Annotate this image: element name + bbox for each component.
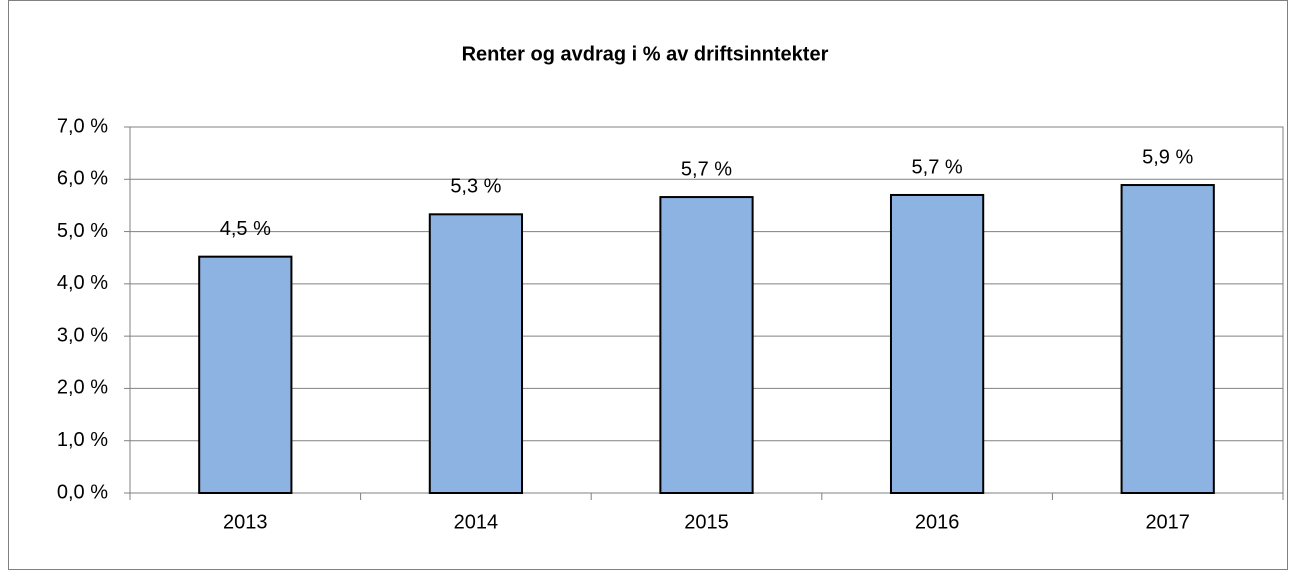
x-tick-label: 2016 — [915, 511, 960, 533]
data-label: 5,7 % — [681, 158, 732, 180]
y-tick-label: 5,0 % — [57, 220, 108, 242]
y-tick-label: 2,0 % — [57, 377, 108, 399]
data-label: 4,5 % — [220, 218, 271, 240]
bar — [659, 196, 754, 494]
x-tick-label: 2017 — [1145, 511, 1190, 533]
bar — [428, 213, 524, 494]
y-tick-label: 0,0 % — [57, 481, 108, 503]
data-label: 5,3 % — [450, 176, 501, 198]
y-tick-label: 6,0 % — [57, 168, 108, 190]
y-tick-label: 1,0 % — [57, 429, 108, 451]
x-tick-label: 2014 — [454, 511, 499, 533]
y-tick-label: 7,0 % — [57, 115, 108, 137]
y-tick-label: 4,0 % — [57, 272, 108, 294]
y-tick-label: 3,0 % — [57, 324, 108, 346]
x-tick-label: 2013 — [223, 511, 268, 533]
bar — [198, 255, 293, 494]
bar — [889, 193, 985, 494]
data-label: 5,9 % — [1142, 146, 1193, 168]
bar — [1120, 184, 1215, 494]
chart-title: Renter og avdrag i % av driftsinntekter — [462, 43, 829, 65]
data-label: 5,7 % — [912, 156, 963, 178]
x-tick-label: 2015 — [684, 511, 729, 533]
